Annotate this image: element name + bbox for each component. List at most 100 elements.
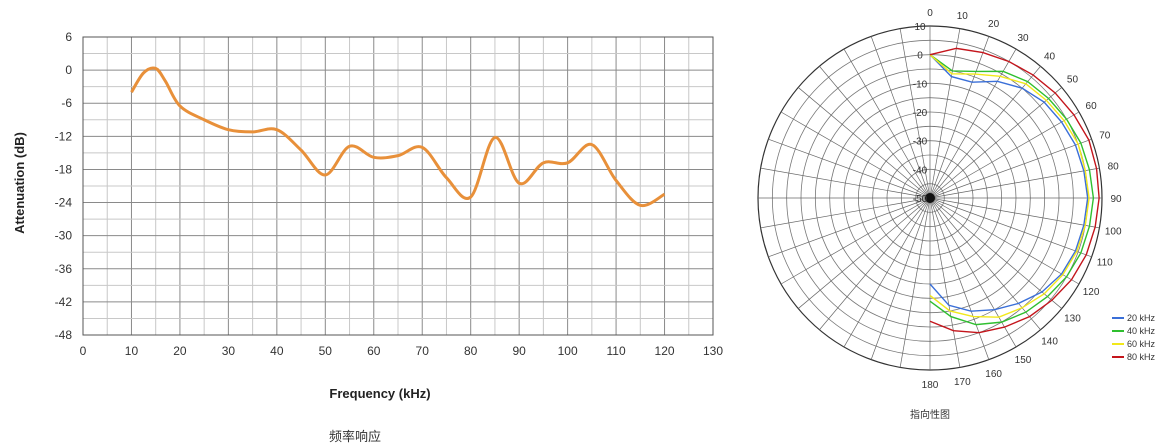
polar-legend-label: 80 kHz xyxy=(1127,352,1156,362)
freq-x-tick-label: 130 xyxy=(703,344,723,358)
polar-series-line xyxy=(929,54,1089,312)
polar-spoke xyxy=(929,87,1062,199)
polar-angle-tick-label: 20 xyxy=(988,19,1000,30)
polar-radial-tick-label: -40 xyxy=(913,165,928,176)
freq-y-tick-label: -24 xyxy=(55,196,73,210)
freq-x-tick-label: 0 xyxy=(80,344,87,358)
frequency-response-chart: 0 10 20 30 40 50 60 70 80 90 100 110 120 130 60-6-12-… xyxy=(12,30,724,401)
freq-x-tick-label: 70 xyxy=(416,344,430,358)
freq-x-tick-label: 40 xyxy=(270,344,284,358)
polar-angle-tick-label: 150 xyxy=(1015,355,1032,366)
polar-directivity-chart: 0 102030405060708090100110120130140150160… xyxy=(757,8,1156,391)
polar-series-line xyxy=(929,54,1090,318)
freq-y-tick-label: 0 xyxy=(65,63,72,77)
freq-x-tick-label: 30 xyxy=(222,344,236,358)
polar-spoke xyxy=(929,36,990,199)
freq-chart-caption: 频率响应 xyxy=(328,430,381,445)
freq-y-tick-label: -48 xyxy=(55,328,73,342)
polar-angle-tick-label: 70 xyxy=(1099,130,1111,141)
polar-series-line xyxy=(929,47,1100,334)
freq-y-tick-label: -36 xyxy=(55,262,73,276)
polar-angle-tick-label: 170 xyxy=(954,377,971,388)
polar-spoke xyxy=(870,197,931,360)
polar-angle-tick-label: 10 xyxy=(957,11,969,22)
polar-spoke xyxy=(798,87,931,199)
polar-angle-tick-label: 120 xyxy=(1083,287,1100,298)
freq-series xyxy=(130,66,666,208)
polar-radial-tick-label: -10 xyxy=(913,79,928,90)
polar-series-line xyxy=(929,54,1095,326)
polar-spoke xyxy=(760,167,931,199)
polar-radial-tick-label: 0 xyxy=(917,51,923,62)
freq-x-tick-label: 80 xyxy=(464,344,478,358)
polar-spoke xyxy=(760,197,931,229)
polar-spoke xyxy=(929,197,1092,258)
polar-spoke xyxy=(929,197,1062,309)
freq-x-axis-label: Frequency (kHz) xyxy=(329,386,430,401)
polar-angle-tick-label: 160 xyxy=(985,369,1002,380)
polar-spoke xyxy=(798,197,931,309)
freq-x-tick-label: 50 xyxy=(319,344,333,358)
polar-legend-label: 60 kHz xyxy=(1127,339,1156,349)
freq-y-tick-label: 6 xyxy=(65,30,72,44)
polar-spoke xyxy=(929,138,1092,199)
freq-y-tick-label: -6 xyxy=(61,96,72,110)
freq-y-ticks: 6 0 -6 -12 -18 -24 -30 -36 -42 -48 xyxy=(55,30,73,342)
polar-angle-tick-label: 110 xyxy=(1097,258,1113,269)
polar-grid xyxy=(757,25,1103,371)
polar-radial-tick-label: -30 xyxy=(913,137,928,148)
polar-angle-tick-label: 130 xyxy=(1064,314,1081,325)
freq-x-tick-label: 10 xyxy=(125,344,139,358)
freq-series-line xyxy=(130,66,666,208)
polar-spoke xyxy=(929,197,961,368)
freq-plot-frame xyxy=(82,36,714,336)
polar-spoke xyxy=(768,138,931,199)
freq-y-axis-label: Attenuation (dB) xyxy=(12,132,27,234)
freq-x-tick-label: 110 xyxy=(607,344,626,358)
polar-spoke xyxy=(843,48,931,199)
freq-x-ticks: 0 10 20 30 40 50 60 70 80 90 100 110 120 130 xyxy=(80,344,724,358)
polar-chart-caption: 指向性图 xyxy=(910,410,950,421)
polar-spoke xyxy=(899,28,931,199)
polar-spoke xyxy=(870,36,931,199)
polar-spoke xyxy=(780,111,931,199)
polar-spoke xyxy=(819,197,931,330)
polar-radial-tick-label: -20 xyxy=(913,108,928,119)
polar-legend-label: 40 kHz xyxy=(1127,326,1156,336)
polar-spoke xyxy=(843,197,931,348)
polar-legend: 20 kHz 40 kHz 60 kHz 80 kHz xyxy=(1112,313,1156,362)
polar-spoke xyxy=(929,197,1080,285)
polar-angle-tick-label: 30 xyxy=(1017,33,1029,44)
freq-x-tick-label: 90 xyxy=(512,344,526,358)
polar-angle-tick-label: 140 xyxy=(1041,336,1058,347)
polar-spoke xyxy=(929,197,1100,229)
polar-series xyxy=(929,47,1100,334)
polar-spoke xyxy=(819,66,931,199)
polar-spoke xyxy=(929,111,1080,199)
polar-angle-ticks: 0 10 20 30 40 50 60 70 80 90 100 110 120 130 140 150 160… xyxy=(922,8,1122,391)
polar-spoke xyxy=(899,197,931,368)
polar-angle-tick-label: 80 xyxy=(1108,162,1120,173)
polar-spoke xyxy=(929,28,961,199)
polar-spoke xyxy=(768,197,931,258)
freq-y-tick-label: -30 xyxy=(55,229,73,243)
freq-x-tick-label: 60 xyxy=(367,344,381,358)
freq-y-tick-label: -42 xyxy=(55,295,73,309)
freq-x-tick-label: 120 xyxy=(655,344,675,358)
freq-y-tick-label: -12 xyxy=(55,129,73,143)
polar-center-dot xyxy=(925,193,935,203)
polar-angle-tick-label: 100 xyxy=(1105,226,1122,237)
polar-angle-tick-label: 60 xyxy=(1086,101,1098,112)
polar-angle-tick-label: 40 xyxy=(1044,52,1056,63)
polar-angle-tick-label: 50 xyxy=(1067,74,1079,85)
polar-legend-label: 20 kHz xyxy=(1127,313,1156,323)
freq-y-tick-label: -18 xyxy=(55,162,73,176)
polar-radial-ticks: 10 0 -10 -20 -30 -40 -50 xyxy=(913,22,928,205)
polar-radial-tick-label: 10 xyxy=(914,22,926,33)
polar-angle-tick-label: 90 xyxy=(1110,194,1122,205)
polar-radial-tick-label: -50 xyxy=(913,194,928,205)
freq-x-tick-label: 100 xyxy=(558,344,578,358)
polar-angle-tick-label: 180 xyxy=(922,380,939,391)
polar-spoke xyxy=(929,48,1017,199)
polar-angle-tick-label: 0 xyxy=(927,8,933,19)
